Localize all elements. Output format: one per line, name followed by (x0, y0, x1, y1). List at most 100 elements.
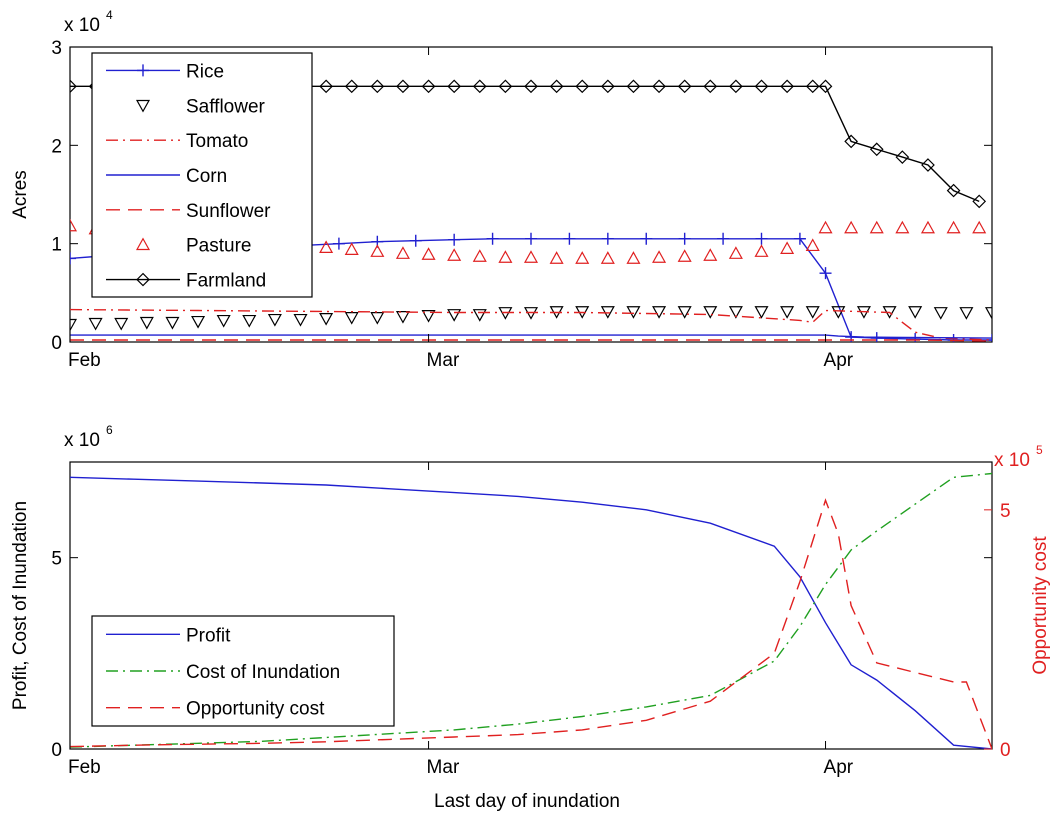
x-axis-label: Last day of inundation (434, 791, 620, 812)
point-safflower (728, 306, 743, 319)
legend-label: Profit (186, 625, 231, 646)
point-safflower (165, 316, 180, 330)
point-safflower (600, 306, 615, 319)
point-pasture (677, 249, 692, 262)
legend-item-cost-of-inundation: Cost of Inundation (106, 662, 340, 683)
x-tick-label: Feb (68, 757, 101, 778)
series-cost-of-inundation (70, 472, 992, 748)
point-rice (601, 232, 614, 245)
point-pasture (575, 251, 590, 264)
point-rice (717, 232, 730, 245)
point-pasture (600, 251, 615, 264)
point-farmland (818, 79, 833, 94)
y-tick-label: 0 (51, 740, 62, 761)
point-rice (819, 267, 832, 280)
point-safflower (319, 313, 334, 326)
point-rice (70, 252, 76, 265)
point-farmland (370, 79, 385, 94)
legend-item-corn: Corn (106, 166, 227, 187)
legend: Profit Cost of Inundation Opportunity cost (91, 615, 395, 727)
line-tomato (70, 308, 992, 341)
point-safflower (831, 306, 846, 319)
point-rice (525, 232, 537, 245)
line-corn (70, 334, 992, 339)
y-tick-label: 1 (51, 235, 62, 256)
point-safflower (139, 316, 154, 330)
point-safflower (293, 313, 308, 327)
y-tick-label: 3 (51, 38, 62, 59)
point-farmland (703, 79, 718, 94)
point-safflower (267, 313, 282, 327)
legend-item-pasture: Pasture (135, 236, 251, 257)
point-pasture (895, 220, 910, 234)
point-rice (332, 237, 345, 250)
legend-label: Cost of Inundation (186, 662, 340, 683)
series-opportunity-cost (70, 498, 992, 749)
point-farmland (447, 79, 462, 94)
legend: Rice Safflower Tomato Corn Sunflower Pasture F… (91, 52, 313, 298)
point-rice (563, 232, 576, 245)
point-safflower (70, 318, 78, 332)
point-farmland (600, 79, 615, 94)
legend-label: Tomato (186, 131, 248, 152)
x-tick-label: Apr (824, 350, 854, 371)
y-tick-label: 0 (51, 333, 62, 354)
point-pasture (869, 220, 884, 234)
legend-marker (135, 237, 151, 251)
line-cost-of-inundation (70, 472, 992, 748)
legend-label: Rice (186, 61, 224, 82)
y-tick-label: 5 (51, 549, 62, 570)
point-pasture (972, 220, 987, 234)
chart-1: 0 1 2 3 Feb Mar Apr x 10 4 Acres Rice Safflower Toma… (10, 8, 993, 371)
point-pasture (946, 220, 961, 234)
y-right-exponent-label: x 10 (994, 450, 1030, 471)
point-rice (909, 333, 922, 342)
legend-item-tomato: Tomato (106, 131, 248, 152)
y-right-exponent: 5 (1036, 443, 1043, 457)
series-safflower (70, 306, 992, 332)
point-rice (870, 332, 883, 342)
point-safflower (114, 317, 129, 331)
point-farmland (472, 79, 487, 94)
point-rice (678, 232, 691, 245)
legend-item-sunflower: Sunflower (106, 201, 271, 222)
point-farmland (498, 79, 513, 94)
point-safflower (88, 317, 103, 331)
point-pasture (549, 251, 564, 264)
point-pasture (472, 249, 487, 262)
point-rice (448, 233, 461, 246)
point-farmland (421, 79, 436, 94)
point-farmland (780, 79, 794, 94)
point-safflower (447, 309, 462, 322)
point-pasture (844, 220, 859, 234)
legend-item-opportunity-cost: Opportunity cost (106, 699, 325, 720)
point-pasture (626, 251, 641, 264)
legend-label: Corn (186, 166, 227, 187)
point-farmland (921, 158, 935, 172)
series-corn (70, 334, 992, 339)
point-farmland (844, 134, 858, 149)
y-exponent-label: x 10 (64, 15, 100, 36)
point-pasture (703, 248, 718, 261)
point-safflower (626, 306, 641, 319)
y-exponent: 4 (106, 8, 113, 22)
point-safflower (652, 306, 667, 319)
legend-item-safflower: Safflower (135, 96, 266, 117)
legend-label: Pasture (186, 236, 251, 257)
point-safflower (984, 307, 992, 320)
point-safflower (677, 306, 692, 319)
line-opportunity-cost (70, 498, 992, 749)
x-tick-label: Feb (68, 350, 101, 371)
legend-item-rice: Rice (106, 61, 224, 82)
y-right-axis-label: Opportunity cost (1030, 536, 1051, 675)
line-sunflower (70, 339, 992, 342)
point-rice (409, 234, 422, 247)
point-farmland (729, 79, 743, 94)
point-pasture (319, 240, 334, 253)
point-safflower (472, 309, 487, 322)
point-pasture (70, 218, 78, 232)
line-profit (70, 476, 992, 749)
point-pasture (728, 246, 743, 259)
legend-marker (135, 99, 151, 113)
point-safflower (959, 307, 974, 320)
